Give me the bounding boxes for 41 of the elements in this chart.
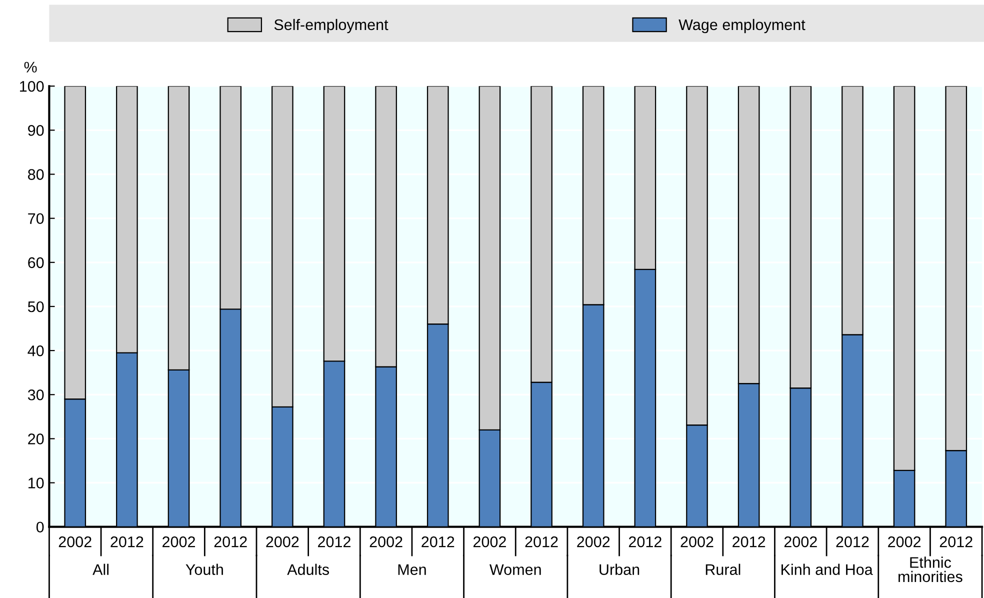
y-tick-label: 40 <box>28 345 44 356</box>
x-tick-label: 2012 <box>628 536 662 548</box>
y-tick-label: 10 <box>28 478 44 488</box>
x-tick-label: 2002 <box>784 536 817 548</box>
x-tick-label: 2012 <box>110 536 144 548</box>
y-tick-label: 20 <box>28 434 44 444</box>
text: Ethnic minorities <box>898 556 962 582</box>
x-tick-label: 2002 <box>888 536 921 548</box>
x-tick-label: 2002 <box>266 536 299 548</box>
text: Rural <box>706 564 740 576</box>
y-tick-label: 90 <box>28 125 44 136</box>
text: Kinh and Hoa <box>782 564 873 576</box>
legend-label: Self-employment <box>274 18 388 34</box>
text: Women <box>490 564 541 576</box>
y-tick-label: 50 <box>28 301 44 312</box>
legend-label: Wage employment <box>678 18 806 34</box>
y-tick-label: 60 <box>28 257 44 268</box>
x-tick-label: 2012 <box>318 536 350 548</box>
text: Youth <box>186 564 223 576</box>
y-tick-label: 0 <box>36 522 44 533</box>
text: All <box>92 564 108 575</box>
x-tick-label: 2002 <box>370 536 402 548</box>
text: Urban <box>600 564 640 576</box>
x-tick-label: 2002 <box>577 536 610 548</box>
x-tick-label: 2012 <box>940 536 972 548</box>
x-tick-label: 2002 <box>680 536 714 548</box>
x-tick-label: 2002 <box>58 536 92 548</box>
x-tick-label: 2002 <box>162 536 195 548</box>
y-tick-label: 70 <box>28 213 44 224</box>
text: Men <box>398 564 426 576</box>
x-tick-label: 2012 <box>525 536 558 548</box>
y-tick-label: 30 <box>28 389 44 400</box>
y-tick-label: 100 <box>20 80 44 92</box>
y-axis-title: % <box>24 62 37 73</box>
x-tick-label: 2012 <box>422 536 454 548</box>
y-tick-label: 80 <box>28 169 44 180</box>
x-tick-label: 2002 <box>473 536 506 548</box>
text: Adults <box>287 564 329 576</box>
x-tick-label: 2012 <box>836 536 869 548</box>
x-tick-label: 2012 <box>732 536 766 548</box>
x-tick-label: 2012 <box>214 536 247 548</box>
